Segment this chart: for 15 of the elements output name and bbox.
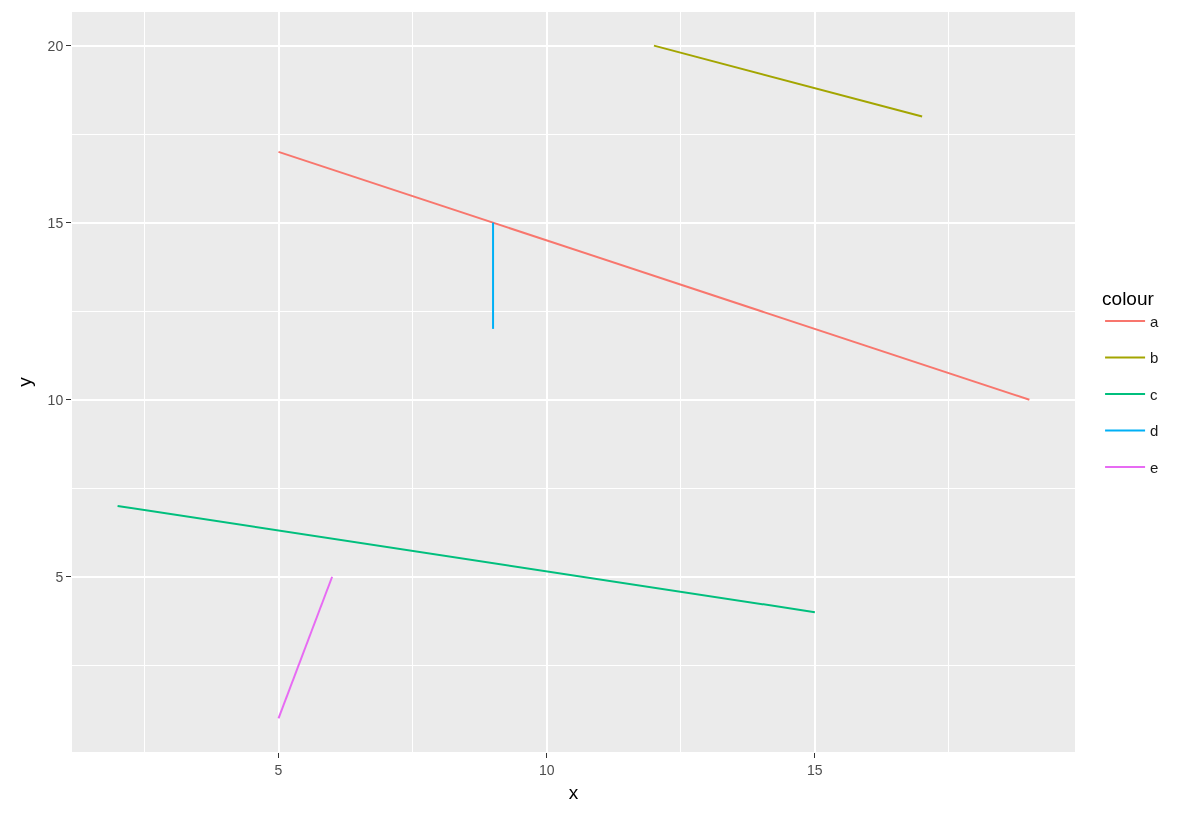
x-tick-label: 10 bbox=[538, 761, 555, 778]
legend-title: colour bbox=[1102, 287, 1155, 309]
y-tick-label: 20 bbox=[47, 37, 64, 54]
legend-label: b bbox=[1150, 349, 1159, 367]
y-tick-label: 5 bbox=[55, 568, 64, 585]
y-tick-label: 10 bbox=[47, 391, 64, 408]
x-tick-label: 15 bbox=[807, 761, 823, 778]
x-axis-title: x bbox=[568, 781, 579, 803]
y-axis-title: y bbox=[14, 376, 36, 387]
legend-label: e bbox=[1150, 458, 1159, 476]
x-tick-label: 5 bbox=[274, 761, 283, 778]
legend-label: d bbox=[1150, 422, 1159, 440]
y-tick-label: 15 bbox=[47, 214, 64, 231]
legend-label: a bbox=[1150, 312, 1160, 330]
legend-label: c bbox=[1150, 385, 1159, 403]
